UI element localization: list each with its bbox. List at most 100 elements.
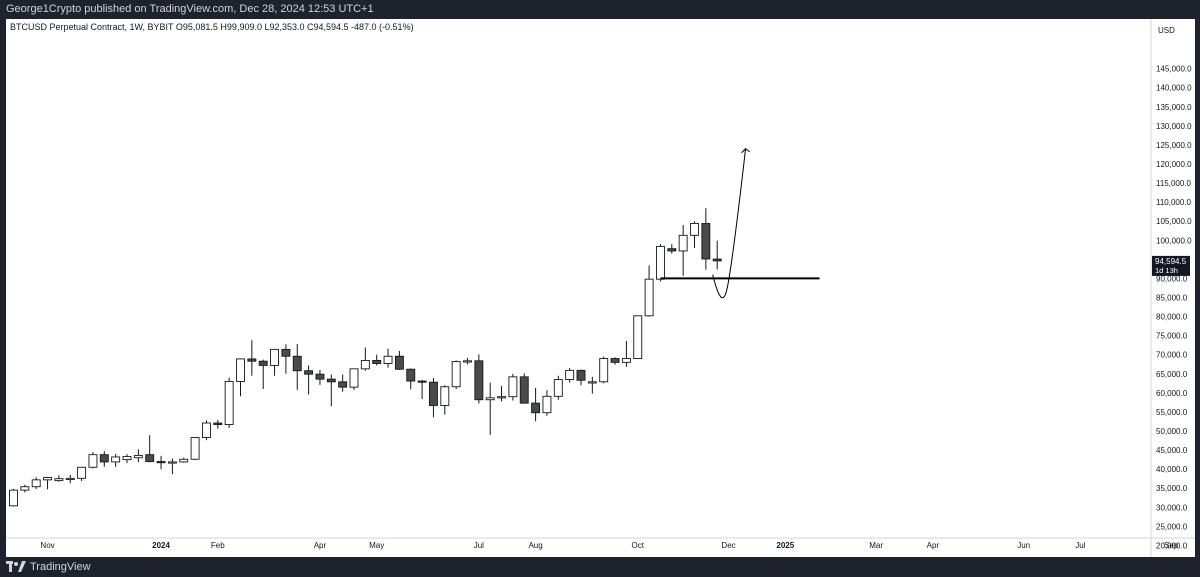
- candle-body: [65, 477, 75, 480]
- chart-area[interactable]: [6, 19, 1195, 557]
- candle-up: [383, 348, 393, 368]
- candle-up: [542, 390, 552, 416]
- candle-up: [43, 476, 52, 490]
- y-tick-label: 45,000.0: [1156, 446, 1188, 455]
- candle-body: [213, 422, 223, 425]
- candle-body: [360, 359, 370, 370]
- candle-up: [656, 244, 665, 282]
- candle-body: [712, 258, 722, 262]
- candle-body: [531, 402, 541, 414]
- annotation-layer: [660, 148, 820, 299]
- price-tag-layer: 94,594.51d 13h: [1152, 255, 1190, 276]
- y-tick-label: 80,000.0: [1156, 313, 1188, 322]
- x-tick-label: Jun: [1017, 541, 1030, 550]
- candle-body: [338, 381, 348, 388]
- candle-body: [54, 478, 64, 482]
- candle-body: [406, 368, 416, 382]
- x-tick-label: Dec: [721, 541, 735, 550]
- candle-up: [497, 386, 506, 402]
- candle-body: [43, 477, 52, 481]
- candle-body: [224, 380, 234, 425]
- candle-up: [224, 377, 234, 428]
- candle-body: [633, 315, 643, 359]
- candle-up: [9, 489, 18, 507]
- candle-body: [565, 369, 575, 380]
- y-tick-label: 115,000.0: [1156, 179, 1192, 188]
- candle-down: [292, 344, 302, 390]
- x-tick-label: 2025: [776, 541, 794, 550]
- candle-body: [485, 397, 495, 401]
- candle-up: [201, 420, 211, 441]
- candle-body: [440, 386, 450, 406]
- y-tick-label: 30,000.0: [1156, 503, 1188, 512]
- candle-up: [133, 449, 143, 463]
- candle-down: [213, 419, 223, 429]
- currency-label: USD: [1158, 26, 1175, 35]
- candle-up: [349, 368, 359, 390]
- candle-body: [587, 381, 597, 384]
- x-tick-label: Jul: [1075, 541, 1085, 550]
- candle-up: [31, 477, 41, 490]
- candle-up: [65, 474, 75, 484]
- candle-down: [701, 208, 711, 270]
- candle-down: [519, 373, 529, 404]
- candle-up: [587, 376, 597, 394]
- candle-up: [270, 348, 279, 376]
- candle-body: [304, 370, 314, 375]
- candle-up: [633, 315, 643, 359]
- projection-arrowhead: [741, 148, 750, 154]
- candle-down: [338, 374, 348, 392]
- candle-body: [429, 381, 438, 406]
- candle-up: [565, 368, 575, 383]
- candle-body: [656, 245, 665, 280]
- footer-bar: [0, 557, 1200, 577]
- candle-body: [270, 348, 279, 366]
- candle-body: [610, 358, 620, 363]
- candle-up: [122, 454, 132, 464]
- candle-up: [463, 358, 472, 365]
- candle-body: [190, 437, 200, 460]
- candle-body: [88, 454, 98, 468]
- x-tick-label: Apr: [927, 541, 940, 550]
- candle-body: [394, 355, 404, 370]
- candle-body: [326, 378, 336, 383]
- candle-up: [360, 347, 370, 371]
- candle-up: [440, 385, 450, 415]
- candle-body: [599, 358, 609, 383]
- candle-body: [167, 461, 177, 464]
- y-tick-label: 25,000.0: [1156, 522, 1188, 531]
- tradingview-logo[interactable]: TradingView: [6, 560, 91, 574]
- candle-up: [88, 452, 98, 469]
- y-tick-label: 105,000.0: [1156, 217, 1192, 226]
- candle-body: [463, 360, 472, 363]
- tradingview-brand: TradingView: [30, 561, 91, 573]
- candle-body: [145, 454, 155, 462]
- candle-body: [133, 454, 143, 459]
- tradingview-logo-icon: [6, 561, 26, 572]
- published-text: George1Crypto published on TradingView.c…: [6, 3, 374, 15]
- candle-down: [281, 344, 291, 374]
- candle-body: [644, 278, 654, 317]
- candle-down: [247, 340, 257, 376]
- y-tick-label: 135,000.0: [1156, 103, 1192, 112]
- candle-body: [519, 376, 529, 404]
- candle-down: [145, 435, 155, 463]
- candle-down: [406, 368, 416, 390]
- candle-up: [20, 484, 30, 493]
- candle-up: [621, 340, 631, 367]
- candle-up: [678, 225, 688, 276]
- candle-down: [474, 354, 484, 404]
- candle-body: [281, 348, 291, 357]
- x-tick-label: May: [369, 541, 384, 550]
- x-tick-label: Mar: [869, 541, 883, 550]
- y-tick-label: 40,000.0: [1156, 465, 1188, 474]
- candle-body: [553, 379, 563, 397]
- candle-up: [111, 453, 121, 467]
- candle-body: [497, 396, 506, 399]
- x-tick-label: Oct: [632, 541, 645, 550]
- candle-up: [54, 475, 64, 482]
- candle-down: [394, 350, 404, 370]
- y-tick-label: 110,000.0: [1156, 198, 1192, 207]
- candle-down: [326, 374, 336, 407]
